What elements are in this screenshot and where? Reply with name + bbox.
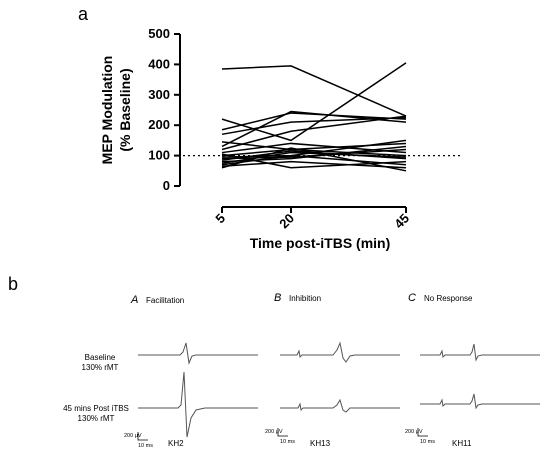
- y-tick-label: 400: [148, 56, 170, 71]
- mep-modulation-chart: 0 100 200 300 400 500 5 20 45 MEP Modulation (%…: [99, 26, 462, 251]
- series-line-1: [221, 65, 407, 117]
- trace-noresponse-baseline: [420, 343, 540, 362]
- y-tick-label: 500: [148, 26, 170, 41]
- x-tick-label: 5: [212, 211, 228, 227]
- trace-noresponse-post: [420, 393, 540, 410]
- condition-c-label: No Response: [424, 294, 473, 303]
- y-axis-title-line1: MEP Modulation: [99, 56, 115, 165]
- series-group: [221, 62, 407, 172]
- condition-b-label: Inhibition: [289, 294, 321, 303]
- row-baseline-line2: 130% rMT: [82, 363, 119, 372]
- y-axis: 0 100 200 300 400 500: [148, 26, 181, 193]
- scale-amp-a: 200 μV: [124, 433, 142, 439]
- panel-a-letter: a: [78, 4, 89, 24]
- scale-time-b: 10 ms: [280, 439, 295, 445]
- condition-headers: A Facilitation B Inhibition C No Respons…: [130, 292, 473, 306]
- y-tick-label: 100: [148, 148, 170, 163]
- x-tick-label: 20: [276, 211, 297, 232]
- trace-facilitation-baseline: [138, 342, 258, 365]
- x-axis-title: Time post-iTBS (min): [250, 235, 391, 251]
- row-baseline-line1: Baseline: [85, 353, 116, 362]
- scale-bar-b: [277, 428, 288, 437]
- mep-traces: [138, 341, 540, 438]
- condition-a-label: Facilitation: [146, 296, 184, 305]
- trace-inhibition-post: [280, 398, 400, 413]
- condition-a-letter: A: [130, 294, 138, 306]
- scale-time-a: 10 ms: [138, 443, 153, 449]
- scale-bar-c: [417, 428, 428, 437]
- series-line-8: [221, 142, 407, 154]
- y-axis-title-line2: (% Baseline): [117, 68, 133, 151]
- scale-bar-a: [137, 432, 148, 441]
- row-post-line2: 130% rMT: [78, 414, 115, 423]
- condition-c-letter: C: [408, 292, 416, 304]
- subject-id-b: KH13: [310, 439, 331, 448]
- series-line-6: [221, 115, 407, 151]
- panel-b-letter: b: [8, 274, 18, 294]
- scale-time-c: 10 ms: [420, 439, 435, 445]
- scale-amp-c: 200 μV: [405, 429, 423, 435]
- subject-id-a: KH2: [168, 439, 184, 448]
- series-line-18: [221, 147, 407, 172]
- series-line-3: [221, 112, 407, 131]
- trace-inhibition-baseline: [280, 341, 400, 363]
- x-tick-label: 45: [391, 211, 412, 232]
- x-axis: 5 20 45: [212, 206, 412, 232]
- series-line-5: [221, 110, 407, 148]
- scale-amp-b: 200 μV: [265, 429, 283, 435]
- y-tick-label: 200: [148, 117, 170, 132]
- series-line-2: [221, 62, 407, 142]
- y-tick-label: 300: [148, 87, 170, 102]
- series-line-9: [221, 148, 407, 157]
- series-line-14: [221, 151, 407, 164]
- row-post-line1: 45 mins Post iTBS: [63, 404, 129, 413]
- condition-b-letter: B: [274, 292, 281, 304]
- series-line-16: [221, 160, 407, 169]
- y-tick-label: 0: [163, 178, 170, 193]
- subject-id-c: KH11: [452, 439, 472, 448]
- row-labels: Baseline 130% rMT 45 mins Post iTBS 130%…: [63, 353, 129, 423]
- scale-bars: [137, 428, 428, 441]
- trace-facilitation-post: [138, 371, 258, 438]
